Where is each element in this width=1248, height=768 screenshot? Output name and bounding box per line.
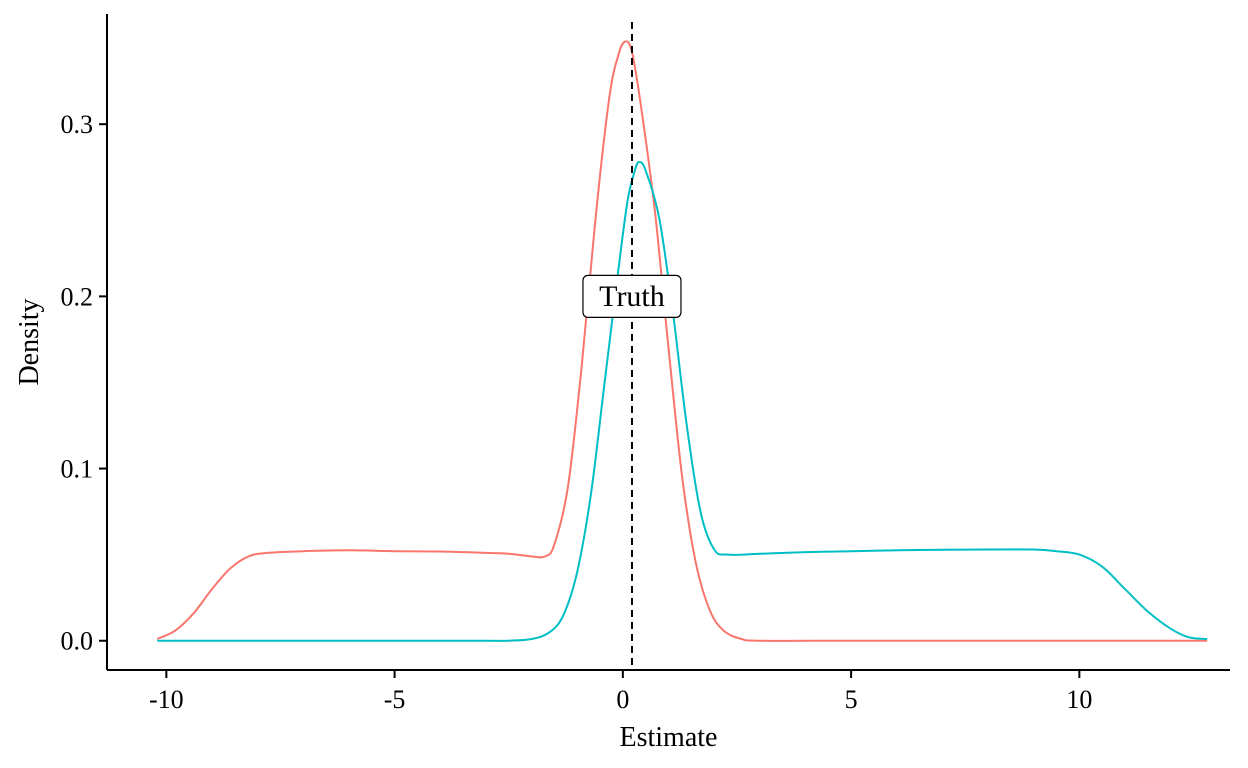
density-curve-2 (157, 160, 1208, 642)
y-tick-label: 0.1 (61, 455, 94, 484)
x-axis-ticks: -10 -5 0 5 10 (149, 670, 1092, 714)
x-axis-title: Estimate (620, 722, 718, 753)
y-axis-ticks: 0.0 0.1 0.2 0.3 (61, 110, 107, 656)
x-tick-label: 5 (845, 685, 858, 714)
y-tick-label: 0.0 (61, 627, 94, 656)
x-tick-label: 10 (1066, 685, 1092, 714)
truth-annotation: Truth (582, 274, 682, 318)
y-tick-label: 0.3 (61, 110, 94, 139)
x-tick-label: 0 (616, 685, 629, 714)
truth-label-box (582, 274, 682, 318)
density-curve-1 (156, 40, 1208, 642)
truth-label: Truth (599, 280, 665, 313)
x-tick-label: -5 (384, 685, 406, 714)
density-curves (156, 40, 1208, 642)
y-axis-title: Density (14, 298, 45, 385)
x-tick-label: -10 (149, 685, 184, 714)
axes: -10 -5 0 5 10 0.0 0.1 0.2 0.3 (61, 14, 1230, 714)
y-tick-label: 0.2 (61, 282, 94, 311)
